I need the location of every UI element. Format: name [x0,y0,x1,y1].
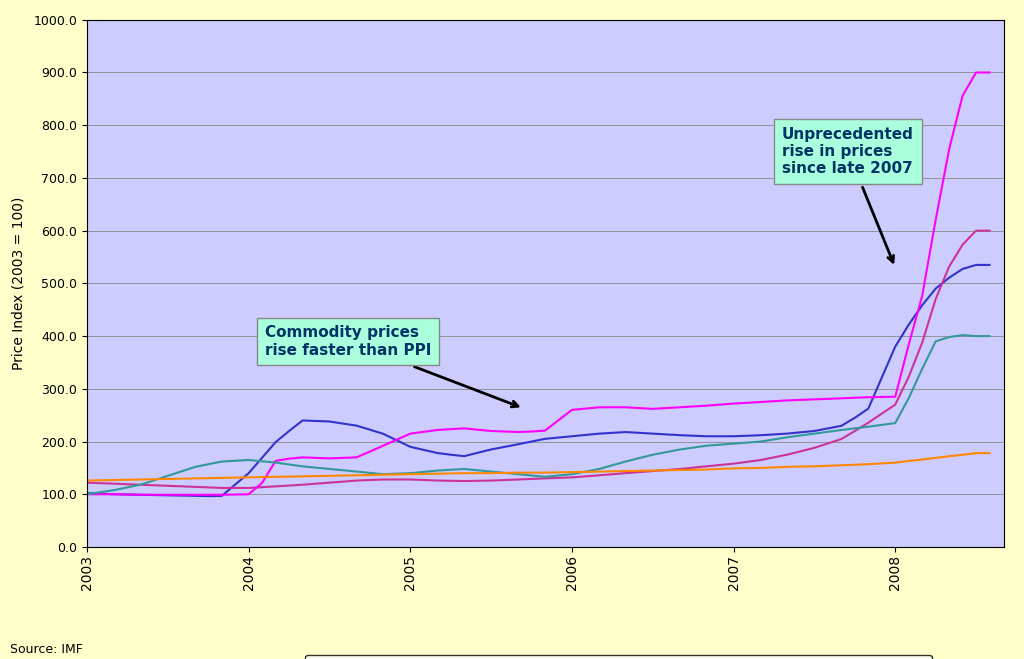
Steel Scrap [283,461,295,469]
PPI Index SA [593,468,605,476]
Iron Ore [741,399,754,407]
Legend: Thermal Coal, Coking Coal, Iron Ore, Steel Scrap, PPI Index SA: Thermal Coal, Coking Coal, Iron Ore, Ste… [305,655,932,659]
Thermal Coal [808,427,820,435]
Iron Ore [970,69,982,76]
Steel Scrap [296,463,308,471]
PPI Index SA [983,449,995,457]
Text: Source: IMF: Source: IMF [10,643,83,656]
Steel Scrap [593,465,605,473]
PPI Index SA [889,459,901,467]
Thermal Coal [741,432,754,440]
Thermal Coal [983,261,995,269]
PPI Index SA [296,473,308,480]
Iron Ore [902,341,914,349]
Iron Ore [135,491,147,499]
PPI Index SA [458,469,470,477]
Iron Ore [81,490,93,498]
PPI Index SA [606,467,618,475]
Thermal Coal [202,492,214,500]
Thermal Coal [81,489,93,497]
Iron Ore [700,402,713,410]
Iron Ore [916,292,929,300]
Steel Scrap [889,419,901,427]
Coking Coal [970,227,982,235]
Line: Iron Ore: Iron Ore [87,72,989,495]
Coking Coal [889,401,901,409]
Steel Scrap [606,461,618,469]
Coking Coal [983,227,995,235]
Iron Ore [889,393,901,401]
Steel Scrap [956,331,969,339]
Coking Coal [902,373,914,381]
Coking Coal [216,484,228,492]
Thermal Coal [970,261,982,269]
Thermal Coal [889,343,901,351]
Iron Ore [808,395,820,403]
Y-axis label: Price Index (2003 = 100): Price Index (2003 = 100) [11,196,26,370]
Line: Steel Scrap: Steel Scrap [87,335,989,494]
Text: Unprecedented
rise in prices
since late 2007: Unprecedented rise in prices since late … [782,127,914,262]
Line: PPI Index SA: PPI Index SA [87,453,989,480]
Coking Coal [916,339,929,347]
Thermal Coal [902,321,914,329]
PPI Index SA [81,476,93,484]
Line: Thermal Coal: Thermal Coal [87,265,989,496]
Coking Coal [81,478,93,486]
Coking Coal [808,444,820,452]
Steel Scrap [81,490,93,498]
Line: Coking Coal: Coking Coal [87,231,989,488]
Thermal Coal [700,432,713,440]
Coking Coal [741,458,754,466]
Steel Scrap [458,465,470,473]
Coking Coal [700,463,713,471]
Iron Ore [983,69,995,76]
Text: Commodity prices
rise faster than PPI: Commodity prices rise faster than PPI [265,325,518,407]
Steel Scrap [983,332,995,340]
PPI Index SA [283,473,295,480]
PPI Index SA [970,449,982,457]
Thermal Coal [916,301,929,309]
